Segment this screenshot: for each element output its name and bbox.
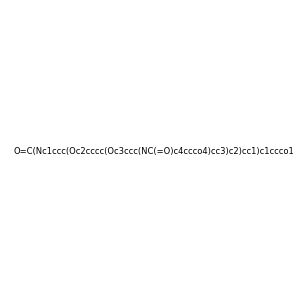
Text: O=C(Nc1ccc(Oc2cccc(Oc3ccc(NC(=O)c4ccco4)cc3)c2)cc1)c1ccco1: O=C(Nc1ccc(Oc2cccc(Oc3ccc(NC(=O)c4ccco4)…: [14, 147, 294, 156]
